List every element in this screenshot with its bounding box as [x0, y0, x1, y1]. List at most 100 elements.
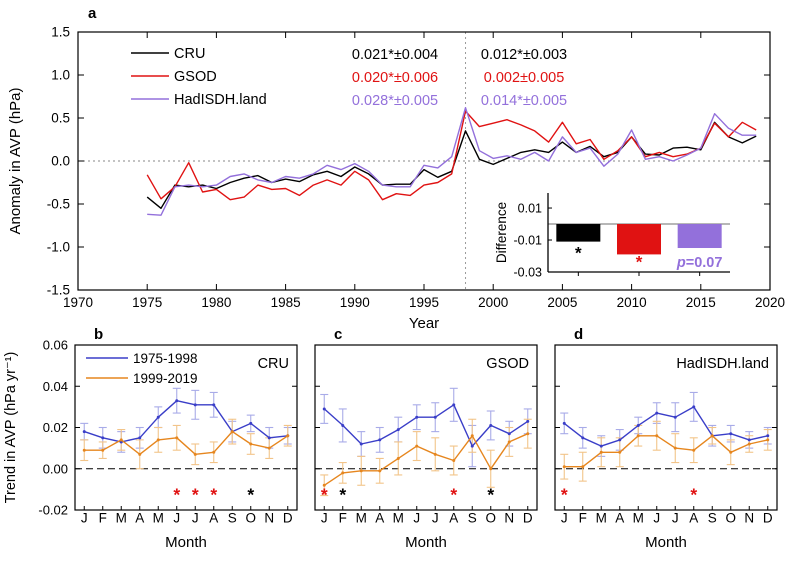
panel-a-xtick-label: 1980	[201, 295, 231, 310]
panel-d-point	[692, 405, 696, 409]
panel-d-month-label: A	[615, 511, 624, 526]
inset-bar-HadISDH.land	[677, 224, 722, 249]
panel-b-point	[82, 448, 86, 452]
panel-c-point	[452, 459, 456, 462]
panel-d-line-1975-1998	[563, 406, 768, 447]
panel-a-xtick-label: 1995	[409, 295, 439, 310]
panel-c-month-label: O	[485, 511, 496, 526]
panel-d-month-label: S	[708, 511, 717, 526]
panel-b-ytick-label: -0.02	[38, 503, 68, 518]
panel-c-point	[378, 469, 382, 473]
panel-b-point	[82, 430, 86, 434]
panel-a-xtick-label: 2000	[478, 295, 508, 310]
panel-c-point	[378, 438, 382, 442]
panel-d-point	[618, 438, 622, 442]
panel-c-month-label: M	[356, 511, 367, 526]
panel-d-point	[655, 411, 659, 415]
panel-c-point	[341, 423, 345, 427]
panel-b-point	[175, 436, 179, 440]
panel-b-line-1975-1998	[84, 400, 288, 443]
panel-c-sig-asterisk: *	[339, 485, 346, 505]
panel-b-point	[286, 434, 290, 438]
panel-d-xlabel: Month	[645, 534, 687, 551]
panel-b-point	[119, 438, 123, 442]
panel-a-line-CRU	[146, 121, 757, 210]
panel-d-month-label: N	[744, 511, 754, 526]
panel-c-point	[489, 467, 493, 471]
panel-a-ytick-label: 1.5	[51, 25, 70, 40]
panel-a-ylabel: Anomaly in AVP (hPa)	[7, 87, 24, 234]
inset-sig-asterisk-CRU: *	[575, 244, 582, 263]
panel-a-letter: a	[88, 5, 97, 22]
panel-c-point	[341, 471, 345, 475]
panel-b-point	[193, 403, 197, 407]
panel-c-month-label: M	[393, 511, 404, 526]
panel-a-xlabel: Year	[409, 315, 439, 332]
panel-a-line-HadISDH.land	[147, 106, 757, 216]
panel-d-month-label: D	[763, 511, 773, 526]
panel-b-ylabel: Trend in AVP (hPa yr⁻¹)	[3, 352, 19, 504]
panel-a-xtick-label: 1975	[132, 295, 162, 310]
panel-c-point	[415, 415, 419, 419]
panel-a-trend-pre1998-1: 0.020*±0.006	[352, 70, 438, 86]
panel-b-month-label: S	[228, 511, 237, 526]
panel-d-point	[710, 434, 714, 438]
panel-d-point	[562, 465, 566, 469]
panel-b-title: CRU	[258, 356, 289, 372]
panel-d-point	[673, 415, 677, 419]
panel-b-month-label: J	[81, 511, 88, 526]
inset-bar-GSOD	[617, 224, 661, 255]
panel-b-month-label: M	[153, 511, 164, 526]
panel-a-trend-post1998-0: 0.012*±0.003	[481, 47, 567, 63]
panel-b-month-label: N	[264, 511, 274, 526]
inset-ytick-label: -0.01	[514, 234, 543, 248]
panel-b-point	[193, 452, 197, 456]
panel-d-point	[766, 434, 770, 438]
panel-b-month-label: F	[99, 511, 107, 526]
panel-d-point	[655, 434, 659, 438]
panel-c-month-label: N	[504, 511, 514, 526]
panel-b-point	[212, 403, 216, 407]
panel-a-legend-label-CRU: CRU	[174, 46, 205, 62]
inset-bar-CRU	[556, 224, 601, 242]
panel-c-point	[322, 483, 326, 487]
panel-a-trend-pre1998-0: 0.021*±0.004	[352, 47, 438, 63]
panel-d-point	[766, 438, 770, 442]
panel-d-point	[747, 438, 751, 442]
panel-d-point	[562, 421, 566, 425]
panel-b-month-label: J	[173, 511, 180, 526]
panel-b-sig-asterisk: *	[247, 485, 254, 505]
panel-a-line-GSOD	[146, 110, 757, 201]
panel-b-legend-label-1975-1998: 1975-1998	[133, 351, 198, 366]
inset-sig-asterisk-GSOD: *	[636, 252, 643, 271]
panel-c-point	[433, 415, 437, 419]
panel-d-point	[581, 465, 585, 469]
panel-c-line-1999-2019	[323, 433, 529, 486]
panel-b-month-label: A	[209, 511, 218, 526]
panel-d-sig-asterisk: *	[690, 485, 697, 505]
panel-c-point	[359, 469, 363, 473]
panel-b-point	[267, 446, 271, 450]
panel-b-point	[230, 430, 234, 434]
panel-d-month-label: A	[689, 511, 698, 526]
panel-c-letter: c	[334, 326, 343, 343]
panel-a-trend-post1998-1: 0.002±0.005	[484, 70, 565, 86]
panel-d-point	[581, 436, 585, 440]
panel-a-legend-label-HadISDH.land: HadISDH.land	[174, 92, 267, 108]
panel-c-point	[396, 456, 400, 460]
panel-b-point	[156, 415, 160, 419]
panel-c-point	[507, 440, 511, 444]
panel-d-month-label: J	[672, 511, 679, 526]
panel-c-month-label: A	[375, 511, 384, 526]
panel-c-point	[396, 428, 400, 432]
panel-c-month-label: F	[339, 511, 347, 526]
panel-b-month-label: O	[245, 511, 256, 526]
panel-b-point	[175, 399, 179, 403]
panel-b-point	[212, 450, 216, 454]
inset-ylabel: Difference	[494, 202, 509, 263]
panel-b-point	[249, 421, 253, 425]
